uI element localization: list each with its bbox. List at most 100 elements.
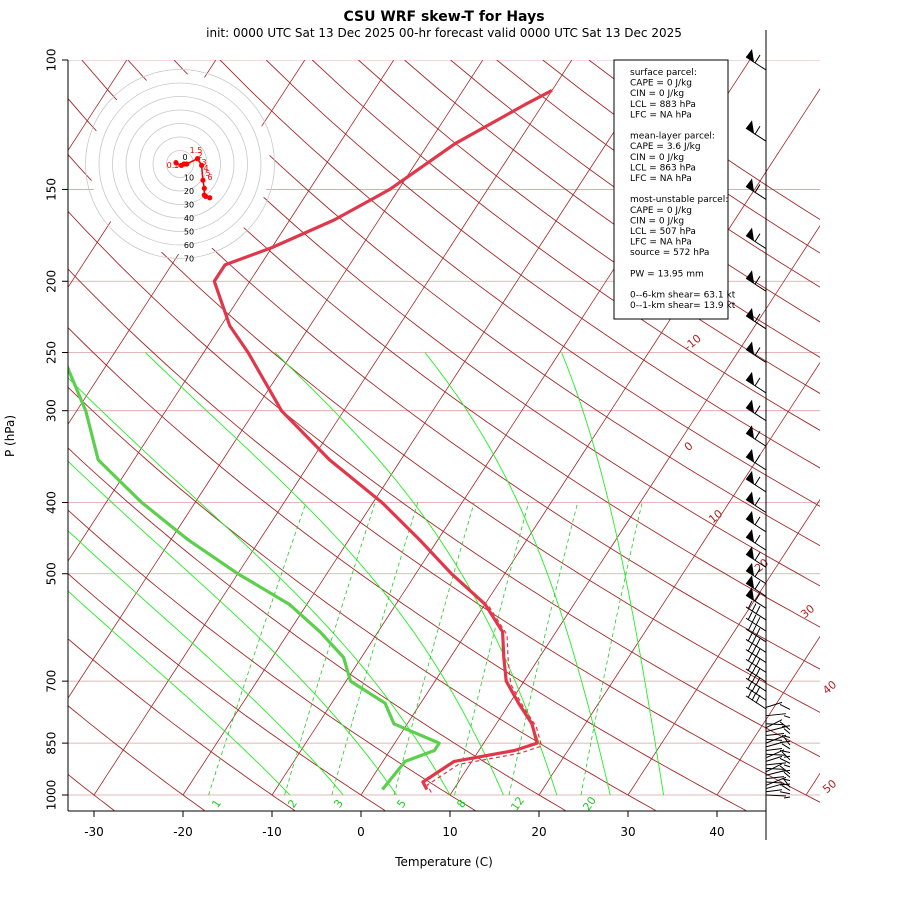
pressure-tick-label: 100	[45, 49, 59, 72]
temperature-tick-label: 40	[709, 825, 724, 839]
wind-barb	[765, 783, 791, 791]
isotherm-line	[716, 635, 820, 796]
wind-barb	[745, 680, 767, 701]
mixing-ratio-label: 3	[331, 797, 346, 810]
chart-subtitle: init: 0000 UTC Sat 13 Dec 2025 00-hr for…	[206, 26, 682, 40]
wind-barb	[745, 341, 767, 363]
isotherm-label: 0	[682, 439, 696, 453]
wind-barb	[765, 776, 791, 788]
isotherm-line	[271, 60, 751, 796]
mixing-ratio-line	[284, 502, 376, 796]
wind-barb	[745, 622, 767, 643]
dewpoint-line	[68, 364, 441, 791]
hodograph-point	[184, 161, 190, 167]
temperature-ticks: -30 -20 -10 0 10 20 30 40	[84, 811, 725, 839]
dry-adiabat-line	[127, 60, 820, 587]
wind-barb	[765, 789, 791, 795]
temperature-tick-label: 30	[620, 825, 635, 839]
wind-barb	[765, 776, 791, 782]
x-axis-label: Temperature (C)	[394, 855, 493, 869]
dry-adiabat-line	[311, 60, 820, 431]
wind-barb	[745, 470, 767, 493]
wind-barb	[765, 733, 791, 739]
pressure-tick-label: 400	[45, 491, 59, 514]
hodograph-ring-label: 70	[184, 255, 194, 264]
moist-adiabat-line	[68, 530, 344, 796]
moist-adiabat-line	[144, 352, 504, 796]
wind-barb	[745, 529, 767, 551]
pressure-tick-label: 850	[45, 732, 59, 755]
info-box-line: CAPE = 3.6 J/kg	[630, 142, 701, 152]
isotherm-line	[805, 772, 820, 796]
hodograph-ring	[139, 123, 221, 205]
isotherm-line	[68, 60, 395, 562]
hodograph-ring-label: 10	[184, 174, 194, 183]
info-box-line: LCL = 863 hPa	[630, 163, 696, 173]
wind-barb	[745, 510, 767, 533]
wind-barb	[745, 633, 767, 653]
wind-barb	[745, 307, 767, 330]
mixing-ratio-line	[508, 502, 579, 796]
y-axis-label: P (hPa)	[3, 415, 17, 457]
wind-barb	[745, 600, 767, 621]
hodograph-height-label: 6	[207, 173, 212, 182]
parcel-trace-line	[426, 576, 543, 793]
hodograph-height-label: 1.5	[190, 146, 203, 155]
isotherm-line	[538, 361, 820, 796]
hodograph-point	[203, 193, 209, 199]
hodograph-point	[207, 195, 213, 201]
dry-adiabat-line	[81, 60, 820, 628]
info-box-line: CAPE = 0 J/kg	[630, 206, 692, 216]
isotherm-line	[182, 60, 662, 796]
mixing-ratio-label: 12	[508, 794, 527, 813]
temperature-tick-label: -30	[84, 825, 104, 839]
sounding-profiles	[68, 88, 553, 793]
wind-barb	[765, 719, 791, 731]
info-box-line: CIN = 0 J/kg	[630, 89, 684, 99]
dry-adiabat-line	[68, 573, 386, 811]
pressure-ticks: 100 150 200 250 300 400 500 700 850 1000	[45, 49, 68, 811]
moist-adiabat-line	[424, 352, 611, 796]
pressure-tick-label: 250	[45, 341, 59, 364]
info-box-line: source = 572 hPa	[630, 248, 709, 258]
moist-adiabat-line	[68, 590, 291, 796]
isotherm-label: -10	[682, 332, 704, 354]
hodograph-point	[199, 162, 205, 168]
hodograph-height-label: 0	[182, 153, 187, 162]
wind-barb	[745, 448, 767, 471]
wind-barb	[765, 749, 791, 761]
wind-barb	[745, 425, 767, 447]
isotherm-line	[68, 60, 484, 699]
dry-adiabat-line	[173, 60, 820, 547]
pressure-tick-label: 1000	[45, 780, 59, 811]
dry-adiabat-line	[219, 60, 820, 507]
isotherm-label: 20	[752, 556, 771, 575]
isotherm-line	[93, 60, 573, 796]
info-box-line: 0--1-km shear= 13.9 kt	[630, 301, 736, 311]
hodograph-ring-label: 40	[184, 214, 194, 223]
moist-adiabat-line	[561, 352, 665, 796]
info-box-line: most-unstable parcel:	[630, 195, 728, 205]
wind-barbs	[745, 49, 791, 799]
dry-adiabat-line	[358, 60, 820, 394]
pressure-tick-label: 200	[45, 270, 59, 293]
wind-barb	[765, 762, 791, 768]
hodograph-ring-label: 30	[184, 201, 194, 210]
dry-adiabat-line	[68, 268, 820, 803]
hodograph-height-label: 5	[205, 169, 210, 178]
wind-barb	[765, 769, 791, 778]
isotherm-line	[68, 60, 306, 425]
hodograph-height-label: 2	[197, 151, 202, 160]
temperature-line	[212, 88, 553, 791]
wind-barb	[745, 49, 767, 71]
hodograph-ring-label: 20	[184, 187, 194, 196]
temperature-tick-label: -10	[262, 825, 282, 839]
hodograph-ring	[98, 82, 262, 246]
dry-adiabat-line	[68, 509, 476, 811]
dry-adiabat-line	[68, 326, 747, 811]
hodograph-ring	[112, 96, 248, 232]
wind-barb	[745, 178, 767, 200]
wind-barb	[745, 399, 767, 422]
